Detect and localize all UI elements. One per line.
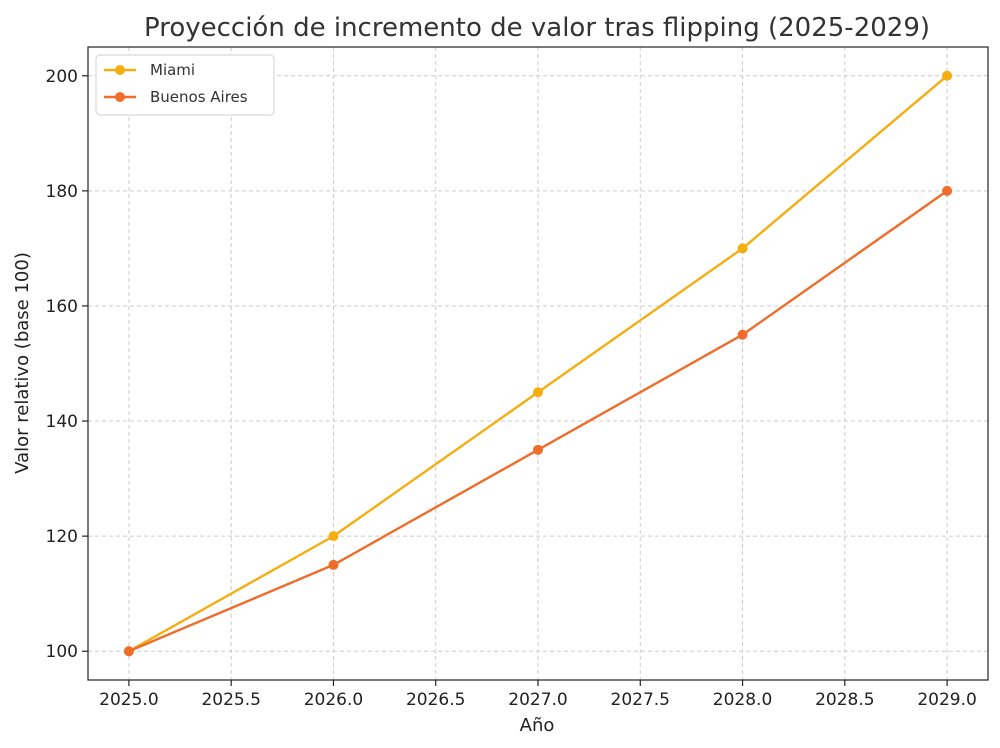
legend-entry: Miami bbox=[150, 61, 195, 79]
y-tick-label: 100 bbox=[46, 642, 78, 662]
legend-swatch-marker bbox=[115, 65, 125, 75]
data-point bbox=[328, 559, 339, 570]
x-tick-label: 2026.5 bbox=[406, 690, 465, 710]
x-axis-label: Año bbox=[520, 715, 555, 736]
y-tick-label: 120 bbox=[46, 527, 78, 547]
x-tick-label: 2025.5 bbox=[201, 690, 260, 710]
data-point bbox=[737, 243, 748, 254]
chart-title: Proyección de incremento de valor tras f… bbox=[144, 13, 930, 43]
data-point bbox=[942, 70, 953, 81]
x-tick-label: 2028.5 bbox=[815, 690, 874, 710]
x-tick-label: 2026.0 bbox=[304, 690, 363, 710]
legend-swatch-marker bbox=[115, 92, 125, 102]
grid bbox=[88, 47, 988, 680]
data-point bbox=[533, 444, 543, 455]
x-tick-label: 2027.5 bbox=[611, 690, 670, 710]
x-tick-label: 2025.0 bbox=[99, 690, 158, 710]
legend-entry: Buenos Aires bbox=[150, 88, 248, 106]
series-buenos-aires bbox=[123, 185, 953, 657]
legend-box bbox=[95, 54, 275, 116]
data-point bbox=[328, 531, 339, 542]
axis-ticks: 2025.0 2025.5 2026.0 2026.5 2027.0 2027.5 2028… bbox=[46, 67, 977, 710]
data-point bbox=[123, 646, 134, 657]
x-tick-label: 2027.0 bbox=[508, 690, 567, 710]
y-axis-label: Valor relativo (base 100) bbox=[12, 252, 33, 474]
y-tick-label: 140 bbox=[46, 412, 78, 432]
y-tick-label: 180 bbox=[46, 182, 78, 202]
data-point bbox=[942, 185, 953, 196]
y-tick-label: 160 bbox=[46, 297, 78, 317]
x-tick-label: 2029.0 bbox=[917, 690, 976, 710]
y-tick-label: 200 bbox=[46, 67, 78, 87]
series-layer bbox=[123, 70, 953, 657]
data-point bbox=[737, 329, 748, 340]
data-point bbox=[533, 387, 543, 398]
x-tick-label: 2028.0 bbox=[713, 690, 772, 710]
legend: Miami Buenos Aires bbox=[95, 54, 275, 116]
